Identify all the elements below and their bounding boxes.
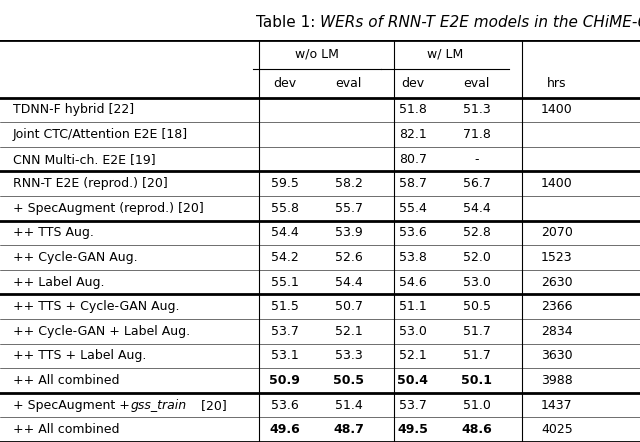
Text: w/o LM: w/o LM [295, 48, 339, 61]
Text: ++ All combined: ++ All combined [13, 423, 119, 436]
Text: ++ All combined: ++ All combined [13, 374, 119, 387]
Text: 51.3: 51.3 [463, 103, 491, 117]
Text: 53.8: 53.8 [399, 251, 427, 264]
Text: 53.1: 53.1 [271, 350, 299, 362]
Text: 53.0: 53.0 [463, 276, 491, 289]
Text: 55.7: 55.7 [335, 202, 363, 215]
Text: [20]: [20] [197, 399, 227, 412]
Text: 50.1: 50.1 [461, 374, 492, 387]
Text: 52.0: 52.0 [463, 251, 491, 264]
Text: 50.5: 50.5 [463, 300, 491, 313]
Text: 50.4: 50.4 [397, 374, 428, 387]
Text: 48.7: 48.7 [333, 423, 364, 436]
Text: eval: eval [463, 77, 490, 90]
Text: 54.2: 54.2 [271, 251, 299, 264]
Text: dev: dev [401, 77, 424, 90]
Text: TDNN-F hybrid [22]: TDNN-F hybrid [22] [13, 103, 134, 117]
Text: 51.0: 51.0 [463, 399, 491, 412]
Text: 2834: 2834 [541, 325, 573, 338]
Text: 53.7: 53.7 [271, 325, 299, 338]
Text: 53.9: 53.9 [335, 226, 363, 240]
Text: 58.7: 58.7 [399, 177, 427, 190]
Text: eval: eval [335, 77, 362, 90]
Text: 54.4: 54.4 [335, 276, 363, 289]
Text: 51.1: 51.1 [399, 300, 427, 313]
Text: 55.1: 55.1 [271, 276, 299, 289]
Text: gss_train: gss_train [131, 399, 187, 412]
Text: 1400: 1400 [541, 177, 573, 190]
Text: 1523: 1523 [541, 251, 573, 264]
Text: + SpecAugment (reprod.) [20]: + SpecAugment (reprod.) [20] [13, 202, 204, 215]
Text: 52.6: 52.6 [335, 251, 363, 264]
Text: 52.8: 52.8 [463, 226, 491, 240]
Text: 3988: 3988 [541, 374, 573, 387]
Text: 53.7: 53.7 [399, 399, 427, 412]
Text: 51.4: 51.4 [335, 399, 363, 412]
Text: w/ LM: w/ LM [427, 48, 463, 61]
Text: hrs: hrs [547, 77, 566, 90]
Text: 51.8: 51.8 [399, 103, 427, 117]
Text: 50.9: 50.9 [269, 374, 300, 387]
Text: 53.0: 53.0 [399, 325, 427, 338]
Text: 71.8: 71.8 [463, 128, 491, 141]
Text: 50.5: 50.5 [333, 374, 364, 387]
Text: 52.1: 52.1 [399, 350, 427, 362]
Text: 51.5: 51.5 [271, 300, 299, 313]
Text: 54.4: 54.4 [271, 226, 299, 240]
Text: RNN-T E2E (reprod.) [20]: RNN-T E2E (reprod.) [20] [13, 177, 168, 190]
Text: WERs of RNN-T E2E models in the CHiME-6 task: WERs of RNN-T E2E models in the CHiME-6 … [320, 15, 640, 30]
Text: ++ TTS + Label Aug.: ++ TTS + Label Aug. [13, 350, 146, 362]
Text: 4025: 4025 [541, 423, 573, 436]
Text: Table 1:: Table 1: [256, 15, 320, 30]
Text: ++ TTS Aug.: ++ TTS Aug. [13, 226, 93, 240]
Text: 49.6: 49.6 [269, 423, 300, 436]
Text: 53.6: 53.6 [399, 226, 427, 240]
Text: 59.5: 59.5 [271, 177, 299, 190]
Text: 1437: 1437 [541, 399, 573, 412]
Text: ++ Cycle-GAN Aug.: ++ Cycle-GAN Aug. [13, 251, 138, 264]
Text: + SpecAugment +: + SpecAugment + [13, 399, 134, 412]
Text: CNN Multi-ch. E2E [19]: CNN Multi-ch. E2E [19] [13, 152, 156, 166]
Text: 56.7: 56.7 [463, 177, 491, 190]
Text: 2070: 2070 [541, 226, 573, 240]
Text: 55.4: 55.4 [399, 202, 427, 215]
Text: ++ Label Aug.: ++ Label Aug. [13, 276, 104, 289]
Text: 3630: 3630 [541, 350, 573, 362]
Text: 55.8: 55.8 [271, 202, 299, 215]
Text: 52.1: 52.1 [335, 325, 363, 338]
Text: 48.6: 48.6 [461, 423, 492, 436]
Text: 51.7: 51.7 [463, 350, 491, 362]
Text: 54.4: 54.4 [463, 202, 491, 215]
Text: 50.7: 50.7 [335, 300, 363, 313]
Text: dev: dev [273, 77, 296, 90]
Text: 51.7: 51.7 [463, 325, 491, 338]
Text: 49.5: 49.5 [397, 423, 428, 436]
Text: 80.7: 80.7 [399, 152, 427, 166]
Text: 54.6: 54.6 [399, 276, 427, 289]
Text: 2630: 2630 [541, 276, 573, 289]
Text: Joint CTC/Attention E2E [18]: Joint CTC/Attention E2E [18] [13, 128, 188, 141]
Text: 82.1: 82.1 [399, 128, 427, 141]
Text: ++ TTS + Cycle-GAN Aug.: ++ TTS + Cycle-GAN Aug. [13, 300, 179, 313]
Text: 2366: 2366 [541, 300, 573, 313]
Text: 53.6: 53.6 [271, 399, 299, 412]
Text: 58.2: 58.2 [335, 177, 363, 190]
Text: 1400: 1400 [541, 103, 573, 117]
Text: 53.3: 53.3 [335, 350, 363, 362]
Text: ++ Cycle-GAN + Label Aug.: ++ Cycle-GAN + Label Aug. [13, 325, 190, 338]
Text: -: - [474, 152, 479, 166]
